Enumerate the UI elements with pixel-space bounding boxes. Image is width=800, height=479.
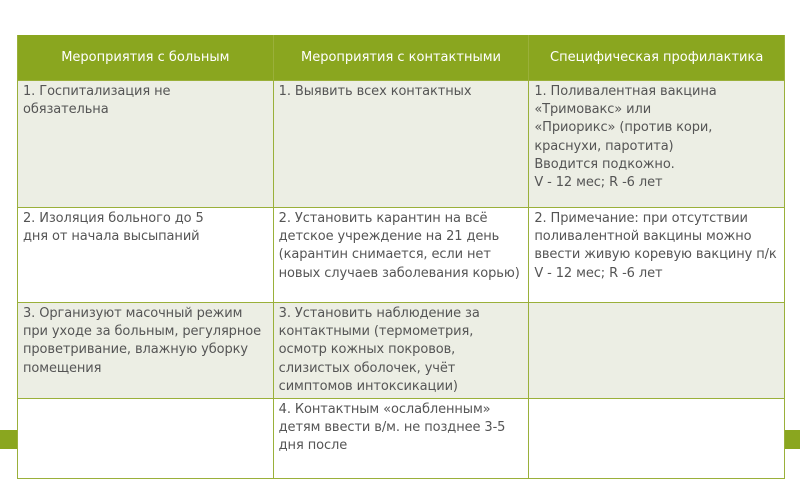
table-cell: 3. Организуют масочный режим при уходе з… xyxy=(17,301,274,400)
decor-bar-right xyxy=(785,430,800,449)
table-cell xyxy=(528,398,785,479)
measures-table: Мероприятия с больным Мероприятия с конт… xyxy=(17,35,785,479)
table-row: 1. Госпитализация не обязательна 1. Выяв… xyxy=(17,80,785,208)
header-specific-prophylaxis: Специфическая профилактика xyxy=(528,35,785,81)
table-cell: 2. Примечание: при отсутствии поливалент… xyxy=(528,207,785,303)
table-cell: 4. Контактным «ослабленным» детям ввести… xyxy=(272,398,530,479)
table-cell: 2. Изоляция больного до 5 дня от начала … xyxy=(17,207,274,303)
table-cell: 2. Установить карантин на всё детское уч… xyxy=(272,207,530,303)
measures-table-container: Мероприятия с больным Мероприятия с конт… xyxy=(17,35,785,479)
table-row: 3. Организуют масочный режим при уходе з… xyxy=(17,301,785,400)
table-cell: 1. Госпитализация не обязательна xyxy=(17,80,274,208)
header-contact-measures: Мероприятия с контактными xyxy=(272,35,530,81)
header-patient-measures: Мероприятия с больным xyxy=(17,35,274,81)
table-cell: 1. Выявить всех контактных xyxy=(272,80,530,208)
table-cell xyxy=(528,301,785,400)
table-header-row: Мероприятия с больным Мероприятия с конт… xyxy=(17,35,785,81)
table-cell xyxy=(17,398,274,479)
decor-bar-left xyxy=(0,430,17,449)
table-cell: 1. Поливалентная вакцина «Тримовакс» или… xyxy=(528,80,785,208)
table-row: 2. Изоляция больного до 5 дня от начала … xyxy=(17,207,785,303)
table-row: 4. Контактным «ослабленным» детям ввести… xyxy=(17,398,785,479)
table-cell: 3. Установить наблюдение за контактными … xyxy=(272,301,530,400)
